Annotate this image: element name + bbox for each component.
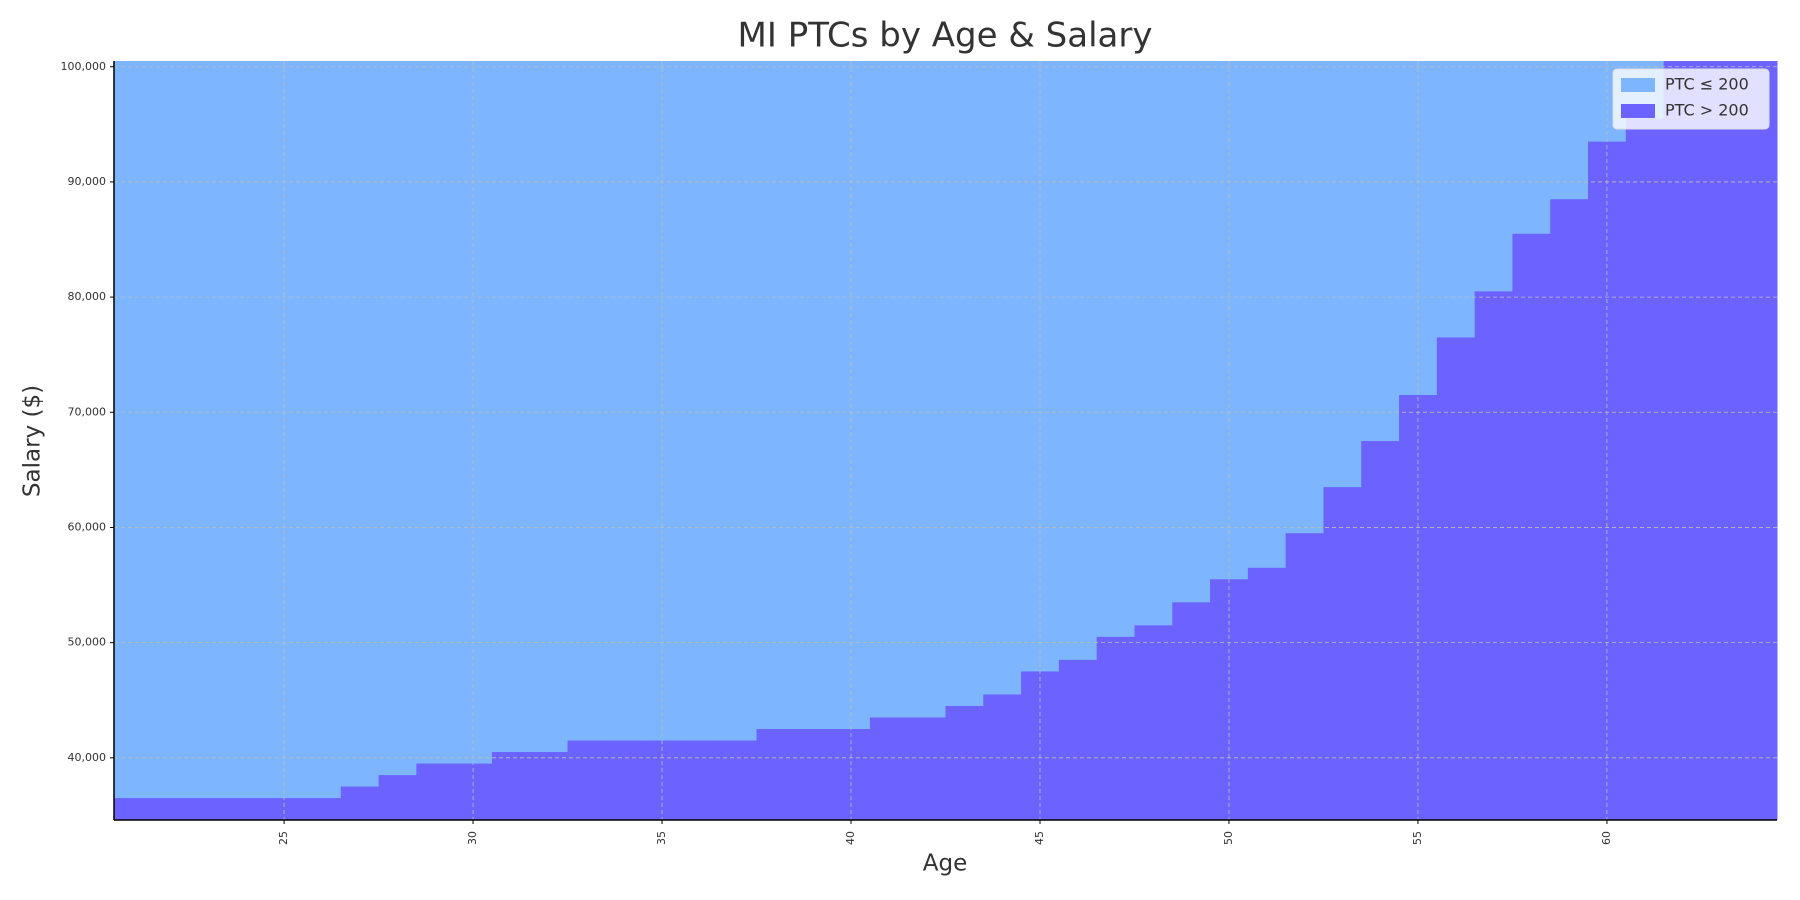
y-tick-label: 100,000: [61, 60, 107, 73]
y-axis-label: Salary ($): [20, 385, 46, 497]
step-area: [1701, 61, 1740, 820]
step-area: [189, 798, 228, 820]
legend-label: PTC > 200: [1665, 101, 1749, 120]
x-tick-label: 30: [466, 831, 479, 845]
step-area: [1663, 61, 1702, 820]
step-area: [756, 729, 795, 820]
step-area: [151, 798, 191, 820]
y-tick-label: 70,000: [68, 405, 107, 418]
x-tick-label: 50: [1222, 831, 1235, 845]
y-tick-label: 90,000: [68, 175, 107, 188]
step-area: [302, 798, 342, 820]
step-area: [1172, 602, 1211, 820]
step-area: [529, 752, 569, 820]
step-area: [1550, 199, 1589, 820]
step-area: [1436, 337, 1476, 820]
step-area: [340, 786, 380, 820]
x-tick-label: 40: [844, 831, 857, 845]
step-area: [945, 705, 984, 820]
x-tick-label: 35: [655, 831, 668, 845]
step-area: [265, 798, 304, 820]
step-area: [416, 763, 455, 820]
step-area: [1512, 233, 1551, 820]
step-area: [491, 752, 531, 820]
step-area: [794, 729, 833, 820]
legend: PTC ≤ 200 PTC > 200: [1612, 68, 1770, 130]
legend-swatch: [1621, 78, 1655, 92]
x-tick-label: 55: [1411, 831, 1424, 845]
step-area: [869, 717, 909, 820]
step-area: [1247, 567, 1287, 820]
step-area: [643, 740, 682, 820]
step-area: [1134, 625, 1173, 820]
step-area: [1323, 487, 1362, 820]
step-area: [1739, 61, 1778, 820]
step-area: [680, 740, 720, 820]
chart-title: MI PTCs by Age & Salary: [738, 16, 1153, 56]
step-area: [1058, 659, 1098, 820]
legend-swatch: [1621, 104, 1655, 118]
step-area: [1285, 533, 1324, 820]
step-area: [1096, 636, 1135, 820]
y-tick-label: 80,000: [68, 290, 107, 303]
y-tick-label: 60,000: [68, 520, 107, 533]
y-tick-label: 40,000: [68, 751, 107, 764]
step-area: [114, 798, 153, 820]
step-area: [1021, 671, 1060, 820]
step-area: [227, 798, 266, 820]
step-area: [907, 717, 946, 820]
step-area: [605, 740, 644, 820]
step-area: [567, 740, 606, 820]
x-tick-label: 45: [1033, 831, 1046, 845]
x-tick-label: 60: [1600, 831, 1613, 845]
x-tick-label: 25: [277, 831, 290, 845]
step-area: [1474, 291, 1513, 820]
step-area: [378, 775, 417, 820]
step-area: [1625, 118, 1665, 820]
step-area: [718, 740, 758, 820]
y-tick-label: 50,000: [68, 636, 107, 649]
step-area: [1361, 441, 1400, 820]
x-axis-label: Age: [923, 851, 967, 877]
step-area: [983, 694, 1022, 820]
legend-label: PTC ≤ 200: [1665, 75, 1749, 94]
